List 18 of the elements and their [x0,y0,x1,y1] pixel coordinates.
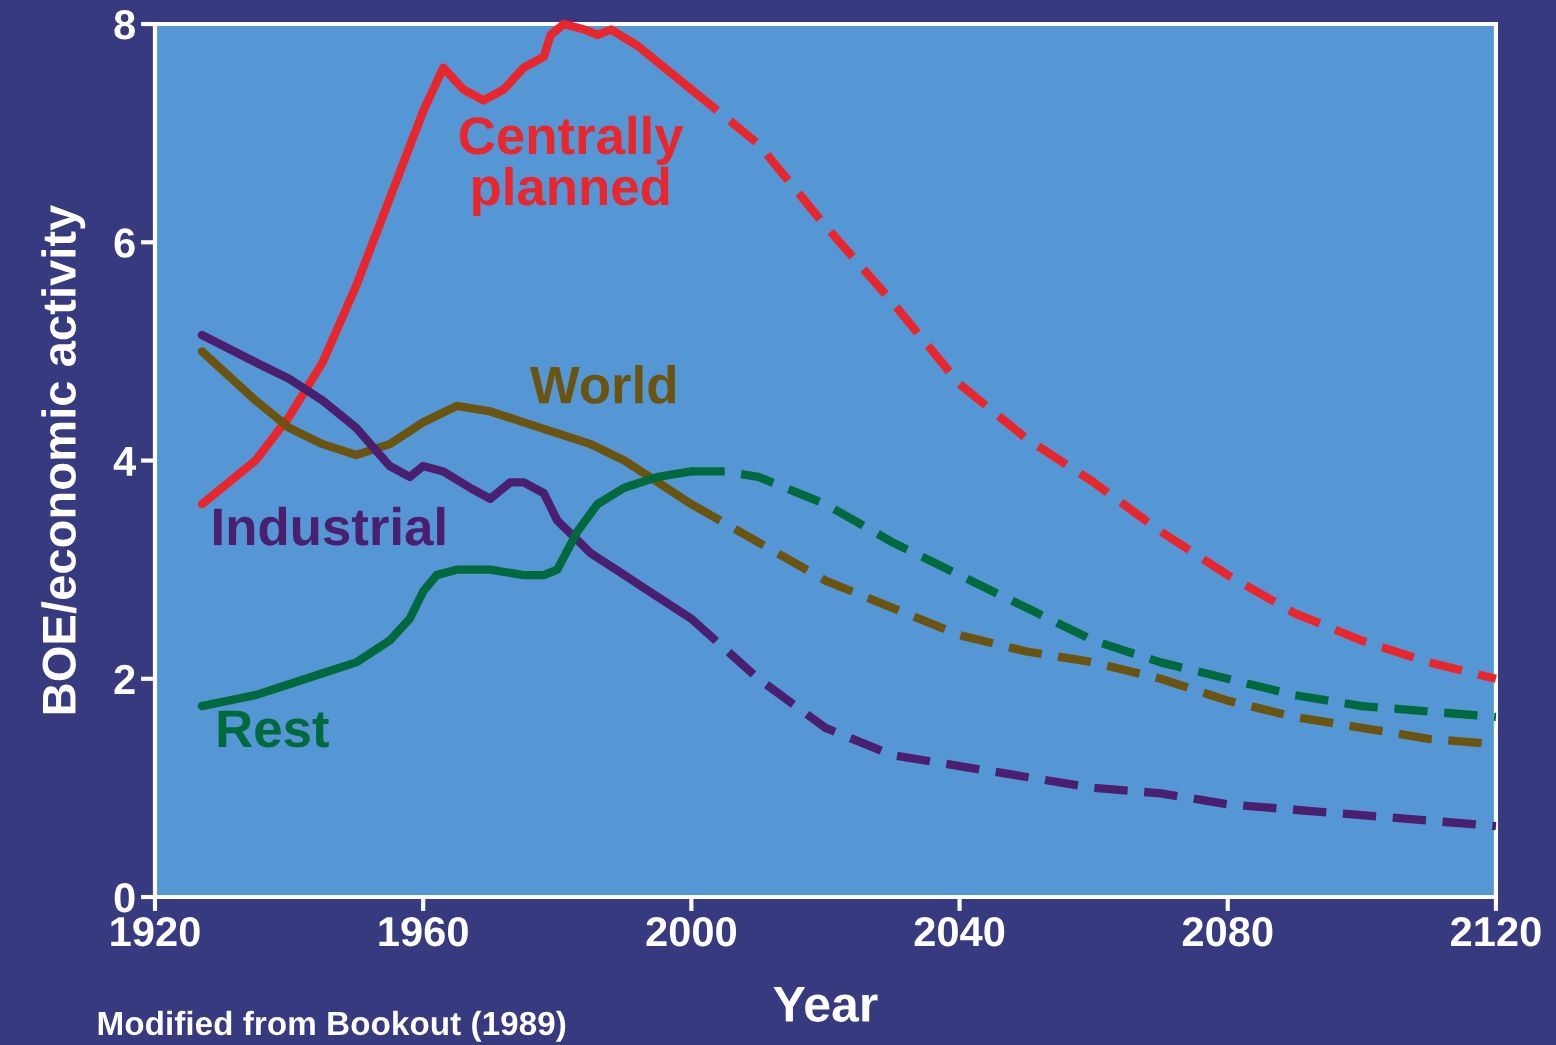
x-tick-label: 2080 [1182,916,1273,947]
y-tick-label: 8 [114,10,135,40]
series-label: World [529,365,676,404]
x-tick-label: 2000 [646,916,736,947]
y-axis-title: BOE/economic activity [41,204,86,714]
text: Modified from Bookout (1989) [98,1010,566,1042]
y-tick-label: 4 [113,446,137,476]
series-label: Industrial [214,506,445,546]
y-tick-label: 2 [114,664,135,694]
x-tick-label: 2120 [1451,916,1541,947]
x-tick-label: 2040 [914,916,1005,947]
x-tick-label: 1960 [379,916,468,947]
series-label: Centrally planned [459,115,684,217]
x-axis-title: Year [773,987,878,1022]
x-tick-label: 1920 [111,916,200,947]
y-tick-label: 0 [114,883,135,913]
series-label: Rest [218,710,329,748]
y-tick-label: 6 [114,228,135,258]
